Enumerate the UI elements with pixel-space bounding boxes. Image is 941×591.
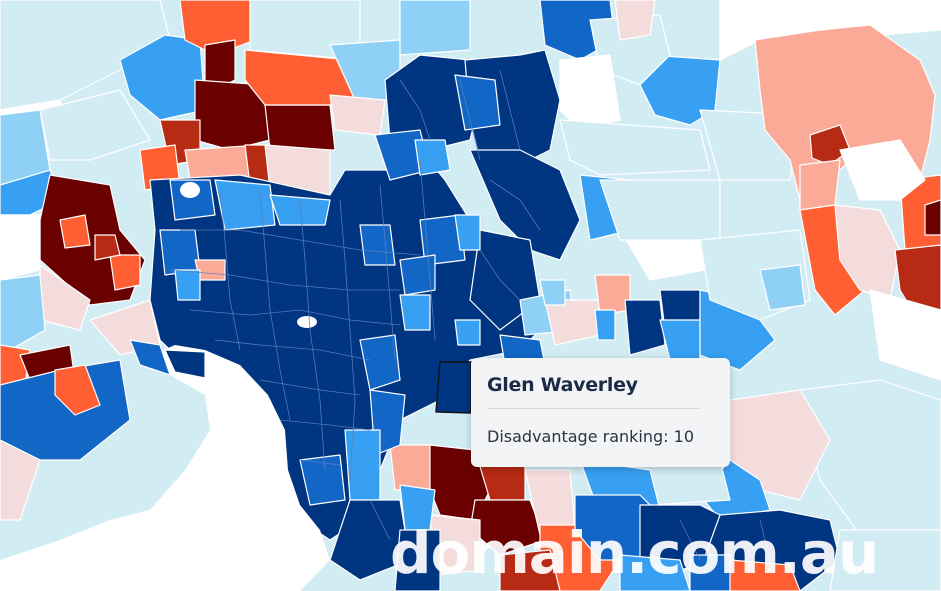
tooltip-divider [487,408,700,409]
region[interactable] [414,139,451,176]
region[interactable] [269,194,331,226]
region[interactable] [39,89,151,161]
region[interactable] [174,269,201,301]
region[interactable] [924,199,941,236]
region[interactable] [619,554,691,591]
region[interactable] [264,104,336,151]
region[interactable] [344,429,381,501]
water-patch [297,316,317,328]
region[interactable] [539,279,566,306]
region[interactable] [599,179,721,241]
region[interactable] [399,0,471,56]
region[interactable] [394,529,441,591]
region[interactable] [0,214,41,281]
region[interactable] [159,229,201,276]
region[interactable] [454,214,481,251]
region[interactable] [399,294,431,331]
tooltip-value: 10 [673,427,695,446]
region[interactable] [829,529,941,591]
region[interactable] [329,499,411,581]
region[interactable] [689,554,731,591]
region[interactable] [624,299,666,356]
region[interactable] [164,349,206,379]
region[interactable] [594,309,616,341]
region[interactable] [559,54,621,131]
region[interactable] [0,0,171,111]
tooltip-title: Glen Waverley [487,374,638,396]
region[interactable] [454,74,501,131]
region[interactable] [419,214,466,266]
region[interactable] [359,334,401,391]
region[interactable] [839,139,926,201]
region[interactable] [299,454,346,506]
bay-water [0,345,330,591]
water-patch [180,182,200,198]
region[interactable] [454,319,481,346]
tooltip-body: Disadvantage ranking: 10 [487,427,714,446]
region[interactable] [129,339,171,376]
region[interactable] [869,289,941,381]
region[interactable] [499,549,561,591]
region[interactable] [109,254,141,291]
region[interactable] [559,119,711,176]
suburb-tooltip: Glen Waverley Disadvantage ranking: 10 [471,358,730,467]
region[interactable] [359,224,396,266]
region[interactable] [0,274,46,351]
region[interactable] [59,214,91,249]
region[interactable] [389,444,431,491]
region[interactable] [399,254,436,296]
region[interactable] [214,179,276,231]
region[interactable] [594,274,631,316]
region[interactable] [799,159,841,211]
region[interactable] [54,364,101,416]
region[interactable] [799,379,941,536]
region[interactable] [469,149,581,261]
region[interactable] [614,0,656,41]
region[interactable] [329,94,386,136]
region[interactable] [94,234,121,261]
region[interactable] [0,439,41,521]
region[interactable] [809,124,851,166]
region[interactable] [759,264,806,311]
region-glen-waverley[interactable] [435,361,472,414]
tooltip-label: Disadvantage ranking: [487,427,669,446]
watermark-logo: domain.com.au [390,519,879,587]
suburb-boundaries [169,69,771,561]
